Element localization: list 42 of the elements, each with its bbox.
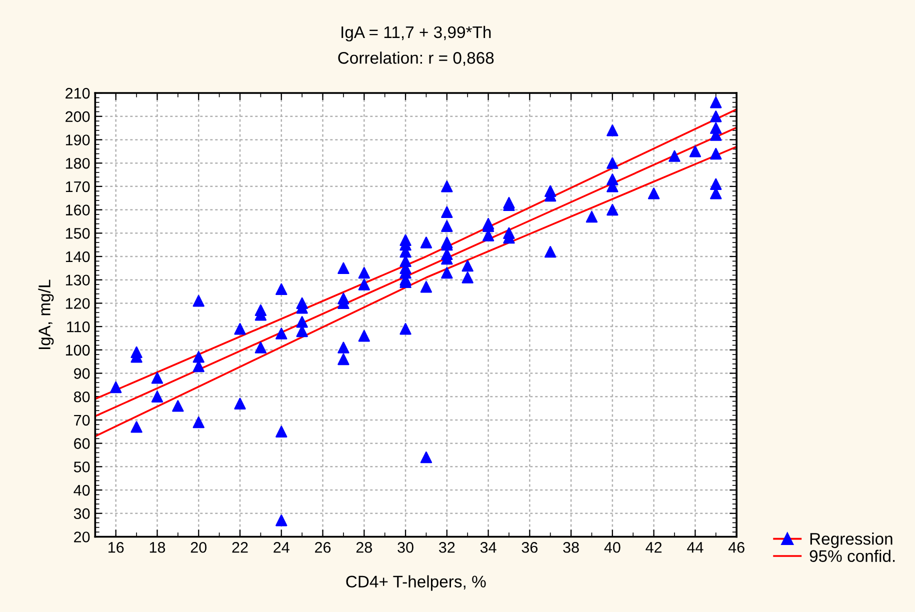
y-tick-label: 110	[67, 321, 90, 332]
y-axis-title: IgA, mg/L	[38, 280, 54, 349]
x-tick-label: 16	[108, 542, 124, 553]
x-tick-label: 40	[604, 542, 620, 553]
y-tick-label: 100	[66, 344, 90, 356]
y-tick-label: 30	[74, 508, 90, 520]
y-tick-label: 80	[74, 391, 90, 402]
y-tick-label: 130	[66, 274, 90, 286]
y-tick-label: 200	[66, 111, 90, 122]
y-tick-label: 170	[66, 181, 90, 192]
x-tick-label: 36	[522, 542, 538, 553]
x-tick-label: 20	[190, 542, 207, 553]
x-tick-label: 26	[315, 542, 331, 553]
y-tick-label: 210	[66, 88, 90, 99]
chart-title: IgA = 11,7 + 3,99*Th	[342, 26, 491, 42]
x-tick-label: 18	[150, 542, 166, 553]
x-tick-label: 46	[728, 542, 744, 553]
x-tick-label: 34	[480, 542, 496, 553]
legend-label: Regression	[810, 532, 892, 548]
x-tick-label: 24	[274, 542, 290, 553]
x-tick-label: 22	[232, 542, 248, 553]
x-axis-title: CD4+ T-helpers, %	[346, 575, 486, 591]
y-tick-label: 120	[66, 298, 90, 309]
x-tick-label: 30	[398, 542, 414, 553]
x-tick-label: 44	[687, 542, 704, 553]
y-tick-label: 20	[74, 532, 90, 542]
y-tick-label: 90	[74, 368, 90, 379]
legend-label: 95% confid.	[810, 550, 895, 562]
y-tick-label: 40	[74, 484, 90, 496]
y-tick-label: 160	[66, 204, 90, 216]
y-tick-label: 150	[66, 228, 90, 239]
y-tick-label: 190	[66, 134, 90, 146]
y-tick-label: 50	[74, 462, 90, 472]
y-tick-label: 60	[74, 438, 90, 449]
y-tick-label: 140	[66, 251, 90, 262]
chart-subtitle: Correlation: r = 0,868	[338, 52, 494, 66]
x-tick-label: 32	[438, 542, 455, 553]
x-tick-label: 38	[563, 542, 579, 553]
y-tick-label: 180	[66, 158, 90, 169]
x-tick-label: 42	[646, 542, 662, 553]
x-tick-label: 28	[356, 542, 372, 553]
y-tick-label: 70	[74, 414, 90, 426]
